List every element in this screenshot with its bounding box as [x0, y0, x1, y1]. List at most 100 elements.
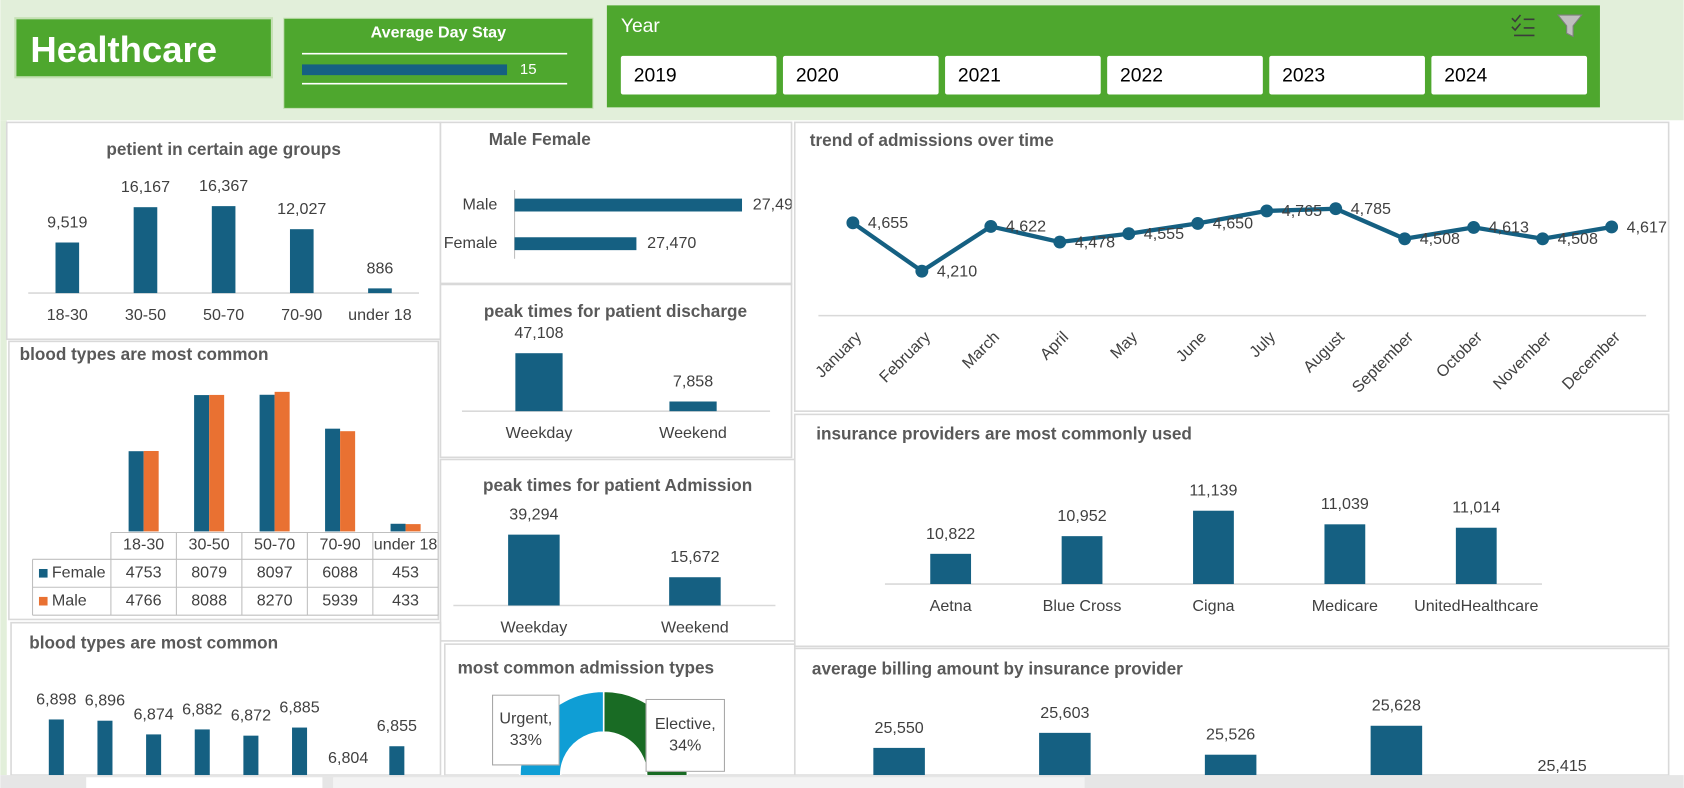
data-label: Elective, 34%: [645, 698, 725, 772]
bar: [1204, 754, 1257, 776]
table-cell: 4766: [126, 591, 162, 609]
chart-title: petient in certain age groups: [106, 139, 341, 159]
chart: peak times for patient Admission Weekday 3…: [453, 475, 776, 636]
data-label: 4,508: [1558, 230, 1598, 248]
x-tick-label: Weekday: [500, 618, 568, 636]
y-tick-label: Male: [462, 195, 497, 213]
table-cell: 8088: [191, 591, 227, 609]
table-cell: 8270: [257, 591, 293, 609]
bar: [669, 577, 721, 606]
data-label: Urgent, 33%: [492, 694, 560, 766]
bar: [274, 391, 290, 532]
data-label: 7,858: [673, 372, 713, 390]
data-label: 4,613: [1489, 219, 1529, 237]
chart-panel: [793, 647, 1670, 776]
dashboard-title: Healthcare: [30, 29, 217, 70]
bar: [405, 524, 421, 532]
table-cell: 8097: [257, 564, 293, 582]
kpi-value: 15: [520, 61, 537, 78]
bar: [1324, 524, 1366, 585]
point: [1536, 232, 1550, 246]
bar: [143, 450, 159, 532]
chart-title: blood types are most common: [20, 344, 269, 364]
clear-filter-icon[interactable]: [1556, 14, 1583, 38]
data-label-box: Urgent, 33%: [492, 694, 560, 766]
data-label: 886: [367, 259, 394, 277]
chart-title: peak times for patient discharge: [484, 301, 747, 321]
scrollbar[interactable]: [333, 777, 1085, 788]
slicer-button-label[interactable]: 2020: [796, 65, 839, 86]
slicer-button-label[interactable]: 2022: [1120, 65, 1163, 86]
slicer-button-label[interactable]: 2024: [1444, 65, 1487, 86]
title-box: [14, 17, 274, 79]
slicer-button[interactable]: [782, 55, 939, 95]
chart: Male Female Male 27,496 Female 27,470: [444, 129, 792, 259]
bar: [194, 729, 210, 776]
bar: [368, 288, 392, 294]
x-tick-label: 30-50: [125, 306, 166, 324]
data-label: 6,855: [377, 717, 417, 735]
data-label: 6,885: [279, 698, 319, 716]
data-label: 15,672: [670, 548, 719, 566]
data-label: 6,872: [231, 707, 271, 725]
slicer-items: 2019 2020 2021 2022 2023 2024: [620, 55, 1588, 95]
legend-label: Female: [52, 564, 106, 582]
x-tick-label: under 18: [348, 306, 412, 324]
table-cell: 6088: [322, 564, 358, 582]
data-label: 25,628: [1372, 697, 1421, 715]
slicer-button-label[interactable]: 2019: [634, 65, 677, 86]
point: [1260, 204, 1274, 218]
bar: [390, 523, 406, 532]
data-label: 11,014: [1452, 499, 1500, 517]
bar: [1370, 725, 1423, 776]
slicer-button-label[interactable]: 2021: [958, 65, 1001, 86]
chart-title: most common admission types: [458, 657, 714, 677]
chart-panel: [439, 458, 796, 642]
data-label: 4,210: [937, 262, 977, 280]
point: [1122, 227, 1136, 241]
chart: petient in certain age groups 18-30 9,519 3…: [28, 139, 420, 324]
x-tick-label: UnitedHealthcare: [1414, 597, 1538, 615]
data-label: 25,550: [874, 719, 923, 737]
data-label: 10,952: [1057, 507, 1106, 525]
data-label: 27,470: [647, 234, 696, 252]
x-tick-label: Weekend: [659, 424, 727, 442]
data-label: 6,882: [182, 700, 222, 718]
chart-title: Male Female: [489, 129, 591, 149]
bar: [97, 720, 113, 776]
data-label: 12,027: [277, 200, 326, 218]
table-cell: 8079: [191, 564, 227, 582]
slicer-button[interactable]: [1269, 55, 1425, 95]
chart-title: trend of admissions over time: [810, 130, 1054, 150]
slicer-button[interactable]: [945, 55, 1101, 95]
charts: petient in certain age groups 18-30 9,519 3…: [5, 121, 1670, 776]
y-tick-label: Female: [444, 234, 498, 252]
legend-swatch: [38, 568, 48, 578]
bar: [243, 735, 259, 776]
table-cell: 433: [392, 591, 419, 609]
sheet-tab[interactable]: [86, 777, 323, 788]
data-label: 6,896: [85, 692, 125, 710]
chart-panel: [10, 621, 442, 776]
bar: [1455, 527, 1497, 585]
data-label: 4,508: [1420, 230, 1460, 248]
multi-select-icon[interactable]: [1511, 14, 1535, 37]
slicer-button[interactable]: [620, 55, 777, 95]
data-label: 6,874: [133, 705, 173, 723]
bar: [194, 395, 210, 532]
data-label: 4,478: [1075, 233, 1115, 251]
kpi-box: [283, 17, 594, 109]
slicer-button-label[interactable]: 2023: [1282, 65, 1325, 86]
bar: [514, 198, 743, 212]
data-label: 4,785: [1351, 200, 1391, 218]
bar: [292, 727, 308, 776]
slicer-button[interactable]: [1431, 55, 1588, 95]
point: [1398, 232, 1412, 246]
point: [1467, 220, 1481, 234]
chart: peak times for patient discharge Weekday 4…: [461, 301, 771, 442]
x-tick-label: Cigna: [1192, 597, 1234, 615]
bar: [1193, 510, 1234, 585]
slicer-button[interactable]: [1107, 55, 1263, 95]
